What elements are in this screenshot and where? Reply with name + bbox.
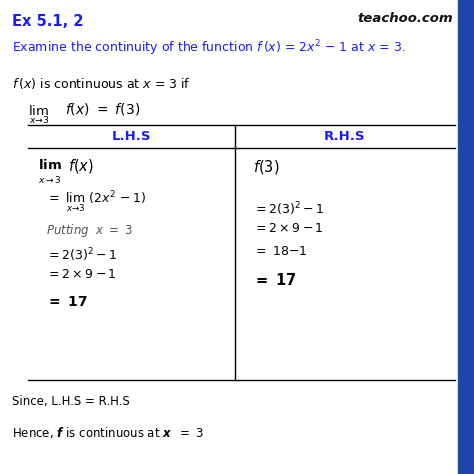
- Bar: [458, 0, 474, 474]
- Text: Since, L.H.S = R.H.S: Since, L.H.S = R.H.S: [12, 395, 130, 408]
- Text: R.H.S: R.H.S: [324, 130, 366, 143]
- Text: $f(3)$: $f(3)$: [253, 158, 280, 176]
- Text: Ex 5.1, 2: Ex 5.1, 2: [12, 14, 83, 29]
- Text: $= 2(3)^2 - 1$: $= 2(3)^2 - 1$: [46, 246, 117, 264]
- Text: $\mathbf{lim}$: $\mathbf{lim}$: [38, 158, 62, 172]
- Text: $= \ 18{-}1$: $= \ 18{-}1$: [253, 245, 308, 258]
- Text: $\mathbf{= \ 17}$: $\mathbf{= \ 17}$: [46, 295, 88, 309]
- Text: $= 2 \times 9 - 1$: $= 2 \times 9 - 1$: [46, 268, 117, 281]
- Text: $f(x) \ = \ f(3)$: $f(x) \ = \ f(3)$: [65, 101, 140, 117]
- Text: Examine the continuity of the function $f\,(x)$ = 2$x^2$ $-$ 1 at $x$ = 3.: Examine the continuity of the function $…: [12, 38, 406, 58]
- Text: Hence, $\boldsymbol{f}$ is continuous at $\boldsymbol{x}$ $\ = \ 3$: Hence, $\boldsymbol{f}$ is continuous at…: [12, 425, 204, 440]
- Text: $f\,(x)$ is continuous at $x$ = 3 if: $f\,(x)$ is continuous at $x$ = 3 if: [12, 76, 191, 91]
- Text: L.H.S: L.H.S: [112, 130, 151, 143]
- Text: $= 2(3)^2 - 1$: $= 2(3)^2 - 1$: [253, 200, 324, 218]
- Text: $\mathbf{= \ 17}$: $\mathbf{= \ 17}$: [253, 272, 297, 288]
- Text: $f(x)$: $f(x)$: [68, 157, 94, 175]
- Text: $= \ \lim_{x \to 3} \ (2x^2 - 1)$: $= \ \lim_{x \to 3} \ (2x^2 - 1)$: [46, 190, 146, 215]
- Text: teachoo.com: teachoo.com: [357, 12, 453, 25]
- Text: $Putting \ \ x \ = \ 3$: $Putting \ \ x \ = \ 3$: [46, 222, 133, 239]
- Text: $x{\to}3$: $x{\to}3$: [38, 174, 62, 185]
- Text: $\lim_{x \to 3}$: $\lim_{x \to 3}$: [28, 103, 49, 126]
- Text: $= 2 \times 9 - 1$: $= 2 \times 9 - 1$: [253, 222, 324, 235]
